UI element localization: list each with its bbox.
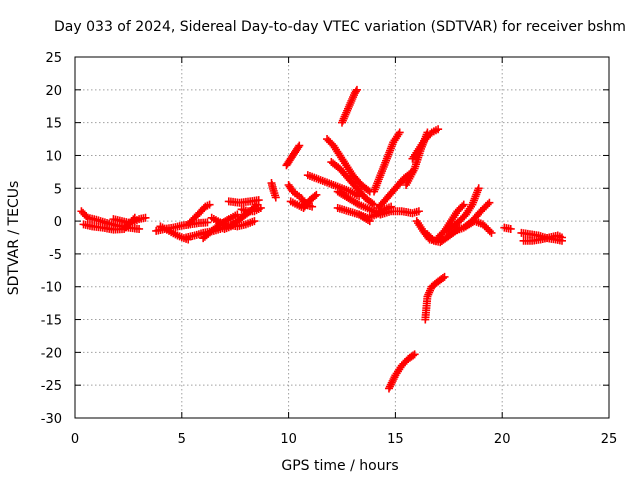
data-points bbox=[77, 85, 567, 393]
data-point-plus bbox=[256, 203, 265, 212]
track-s11 bbox=[224, 196, 263, 207]
data-point-plus bbox=[135, 224, 144, 233]
track-s2 bbox=[79, 213, 139, 234]
data-point-plus bbox=[295, 141, 304, 150]
track-s27 bbox=[384, 350, 419, 393]
track-s36 bbox=[461, 217, 496, 237]
x-tick-label: 20 bbox=[494, 432, 511, 447]
y-tick-label: 5 bbox=[54, 182, 62, 197]
track-s3 bbox=[109, 213, 150, 228]
y-tick-label: -25 bbox=[41, 379, 62, 394]
data-point-plus bbox=[459, 200, 468, 209]
y-axis-label: SDTVAR / TECUs bbox=[6, 181, 22, 296]
data-point-plus bbox=[254, 196, 263, 205]
track-s14 bbox=[282, 141, 304, 170]
data-point-plus bbox=[485, 198, 494, 207]
track-s29 bbox=[408, 125, 443, 163]
data-point-plus bbox=[485, 227, 494, 236]
x-tick-label: 25 bbox=[601, 432, 618, 447]
data-point-plus bbox=[294, 143, 303, 152]
track-s37 bbox=[500, 223, 515, 233]
data-point-plus bbox=[434, 125, 443, 134]
track-s22 bbox=[338, 85, 361, 127]
data-point-plus bbox=[312, 190, 321, 199]
track-s23 bbox=[355, 202, 396, 222]
data-point-plus bbox=[458, 202, 467, 211]
plot-frame bbox=[74, 56, 610, 419]
data-point-plus bbox=[310, 192, 319, 201]
track-s34 bbox=[442, 184, 483, 235]
data-point-plus bbox=[409, 351, 418, 360]
data-point-plus bbox=[370, 200, 379, 209]
track-s5 bbox=[156, 222, 193, 244]
data-point-plus bbox=[351, 87, 360, 96]
x-tick-label: 10 bbox=[280, 432, 297, 447]
axis-ticks: 0 5 10 15 20 25 -30 -25 -20 -15 -10 -5 0 5 10 15 20 25 bbox=[41, 51, 618, 447]
y-tick-label: -15 bbox=[41, 314, 62, 329]
grid bbox=[75, 57, 609, 418]
data-point-plus bbox=[364, 186, 373, 195]
x-tick-label: 0 bbox=[71, 432, 79, 447]
data-point-plus bbox=[483, 200, 492, 209]
data-point-plus bbox=[308, 202, 317, 211]
data-point-plus bbox=[474, 184, 483, 193]
track-s32 bbox=[421, 272, 449, 324]
track-s26 bbox=[376, 207, 423, 219]
y-tick-label: -30 bbox=[41, 412, 62, 427]
data-point-plus bbox=[410, 350, 419, 359]
data-point-plus bbox=[487, 228, 496, 237]
data-point-plus bbox=[250, 217, 259, 226]
chart-title: Day 033 of 2024, Sidereal Day-to-day VTE… bbox=[54, 19, 626, 35]
y-tick-label: -20 bbox=[41, 346, 62, 361]
data-point-plus bbox=[205, 200, 214, 209]
track-s18 bbox=[323, 135, 374, 196]
x-tick-label: 5 bbox=[178, 432, 186, 447]
x-tick-label: 15 bbox=[387, 432, 404, 447]
track-s39 bbox=[519, 231, 567, 245]
y-tick-label: 25 bbox=[45, 51, 62, 66]
y-tick-label: 20 bbox=[45, 84, 62, 99]
data-point-plus bbox=[271, 193, 280, 202]
y-tick-label: -5 bbox=[49, 248, 62, 263]
track-s13 bbox=[267, 179, 280, 202]
x-axis-label: GPS time / hours bbox=[281, 458, 398, 474]
data-point-plus bbox=[368, 199, 377, 208]
y-tick-label: 15 bbox=[45, 117, 62, 132]
data-point-plus bbox=[203, 218, 212, 227]
track-s17 bbox=[303, 171, 364, 201]
data-point-plus bbox=[438, 274, 447, 283]
y-tick-label: 10 bbox=[45, 149, 62, 164]
y-tick-label: -10 bbox=[41, 281, 62, 296]
y-tick-label: 0 bbox=[54, 215, 62, 230]
track-s12 bbox=[237, 203, 265, 216]
track-s24 bbox=[370, 128, 404, 196]
data-point-plus bbox=[506, 224, 515, 233]
data-point-plus bbox=[395, 128, 404, 137]
track-s6 bbox=[184, 200, 214, 229]
data-point-plus bbox=[141, 213, 150, 222]
data-point-plus bbox=[558, 233, 567, 242]
data-point-plus bbox=[352, 85, 361, 94]
track-s19 bbox=[327, 158, 379, 209]
track-s16 bbox=[286, 190, 321, 212]
data-point-plus bbox=[440, 272, 449, 281]
data-point-plus bbox=[414, 207, 423, 216]
